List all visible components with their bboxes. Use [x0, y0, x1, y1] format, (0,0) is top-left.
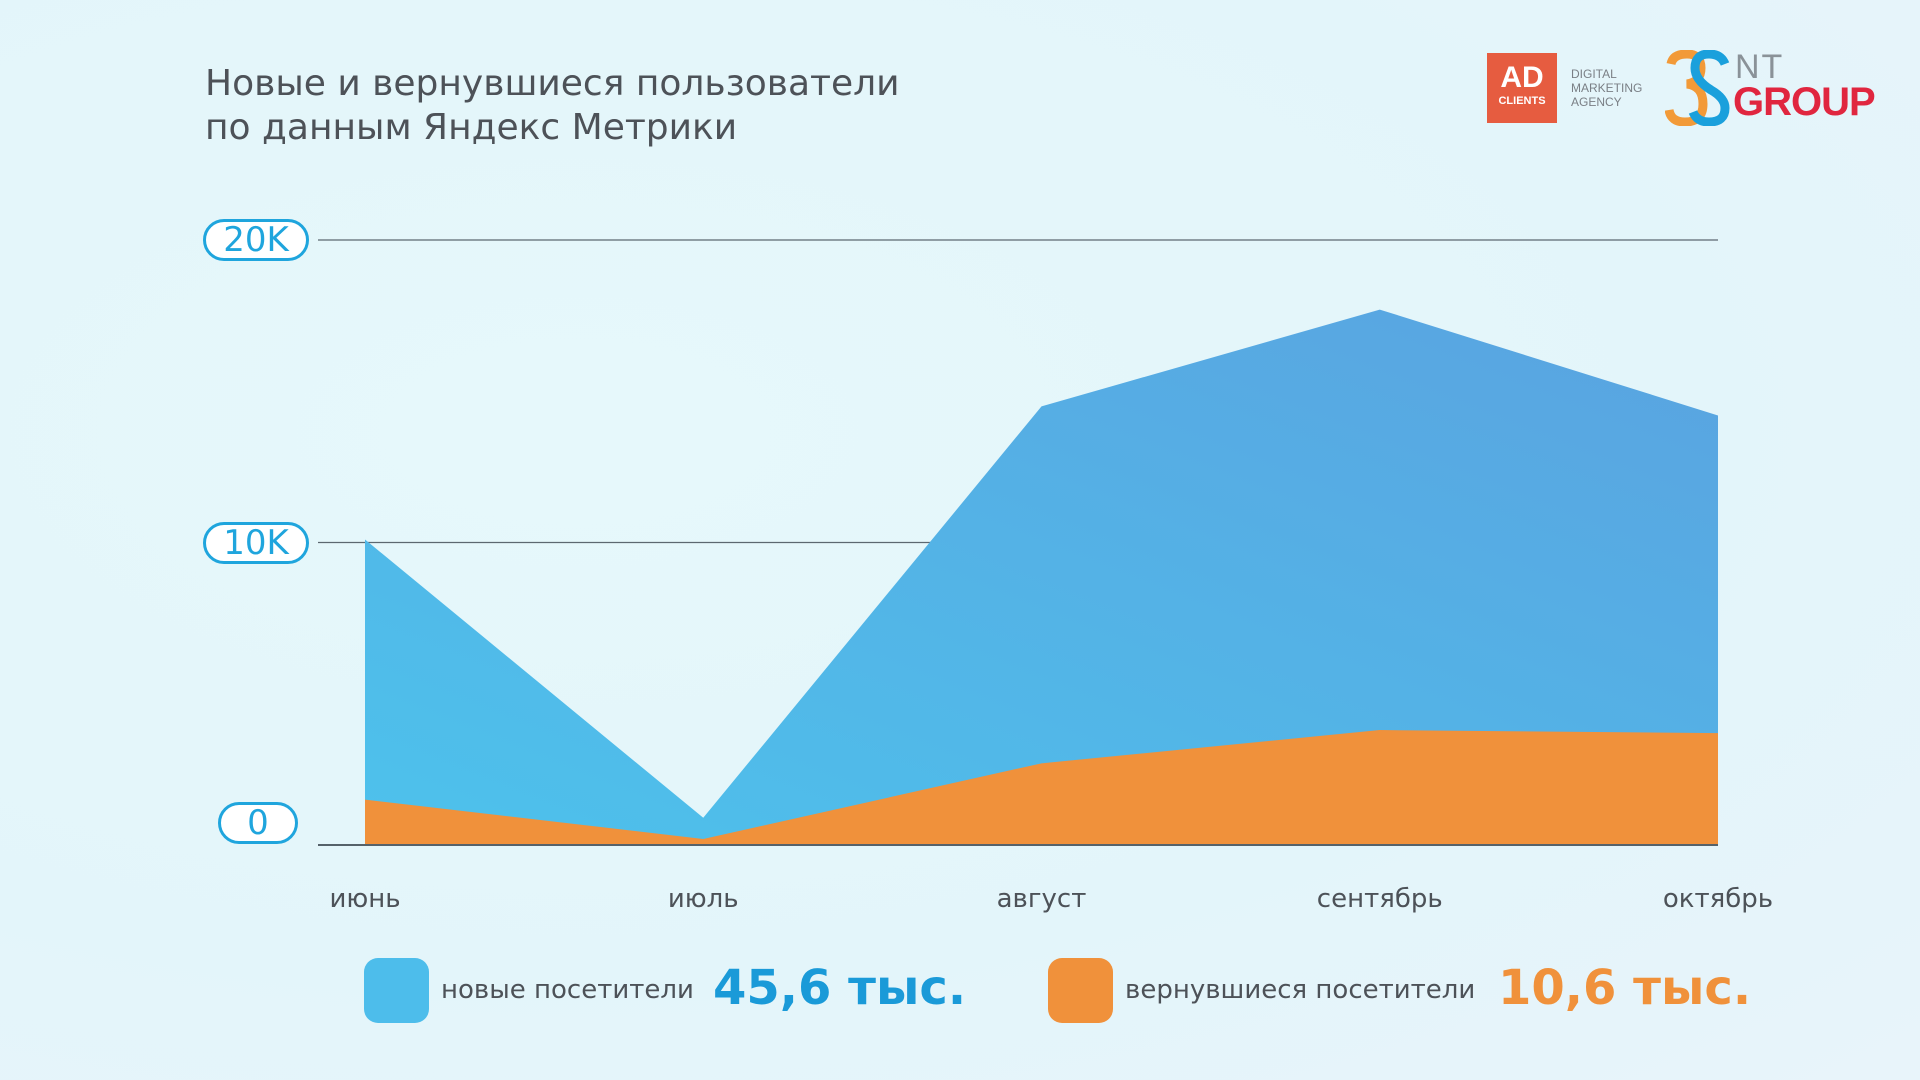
x-tick-label: июль: [667, 884, 739, 914]
y-tick-label: 20K: [203, 219, 309, 261]
3s-nt-group-logo: NT GROUP: [1664, 48, 1876, 127]
logo-group-text: GROUP: [1733, 80, 1876, 124]
x-tick-label: сентябрь: [1316, 884, 1443, 914]
tagline-line: AGENCY: [1571, 95, 1622, 109]
title-line-1: Новые и вернувшиеся пользователи: [205, 63, 900, 104]
title-line-2: по данным Яндекс Метрики: [205, 107, 738, 148]
x-tick-label: август: [996, 884, 1087, 914]
legend-label-new: новые посетители: [441, 975, 694, 1005]
logo-nt-text: NT: [1735, 48, 1785, 86]
legend-swatch-returning: [1048, 958, 1113, 1023]
area-new-visitors: [365, 309, 1718, 845]
tagline-line: MARKETING: [1571, 81, 1643, 95]
y-tick-label: 0: [218, 802, 298, 844]
tagline-line: DIGITAL: [1571, 67, 1617, 81]
logo-clients-text: CLIENTS: [1498, 95, 1546, 107]
legend-swatch-new: [364, 958, 429, 1023]
x-tick-label: октябрь: [1662, 884, 1774, 914]
legend-total-new: 45,6 тыс.: [713, 960, 967, 1016]
agency-tagline: DIGITAL MARKETING AGENCY: [1571, 67, 1642, 109]
x-tick-label: июнь: [329, 884, 401, 914]
legend-label-returning: вернувшиеся посетители: [1125, 975, 1476, 1005]
y-tick-label: 10K: [203, 521, 309, 564]
chart-title: Новые и вернувшиеся пользователи по данн…: [205, 62, 900, 150]
legend-total-returning: 10,6 тыс.: [1498, 960, 1752, 1016]
logo-ad-text: AD: [1500, 61, 1544, 94]
3s-mark-icon: [1664, 49, 1730, 127]
ad-clients-logo: AD CLIENTS: [1487, 53, 1557, 123]
area-returning-visitors: [365, 730, 1718, 845]
